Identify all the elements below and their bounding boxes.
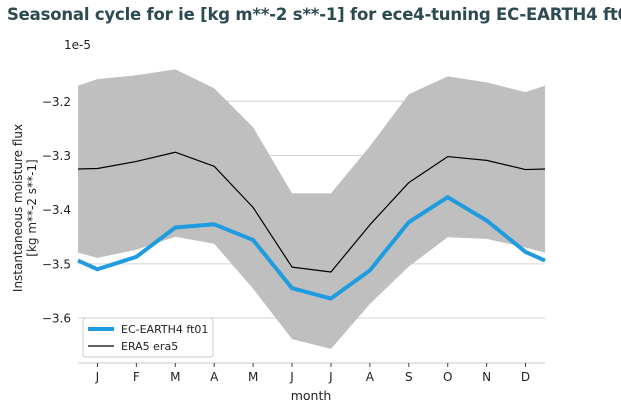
chart-title: Seasonal cycle for ie [kg m**-2 s**-1] f… bbox=[7, 5, 621, 24]
x-tick-label: J bbox=[95, 370, 100, 384]
y-tick-label: −3.4 bbox=[42, 203, 71, 217]
y-axis-label-line2: [kg m**-2 s**-1] bbox=[25, 159, 39, 256]
x-tick-label: J bbox=[289, 370, 294, 384]
y-tick-label: −3.3 bbox=[42, 149, 71, 163]
x-tick-label: A bbox=[210, 370, 219, 384]
series-line-ec-earth4 bbox=[77, 195, 546, 301]
x-tick-label: O bbox=[443, 370, 452, 384]
legend-box bbox=[82, 317, 214, 358]
range-band-layer bbox=[78, 69, 545, 349]
y-axis-label-line1: Instantaneous moisture flux bbox=[11, 124, 25, 292]
y-tick-label: −3.5 bbox=[42, 257, 71, 271]
legend-label-era5: ERA5 era5 bbox=[121, 340, 178, 353]
x-tick-label: F bbox=[133, 370, 140, 384]
legend: EC-EARTH4 ft01 ERA5 era5 bbox=[82, 317, 214, 358]
x-tick-label: M bbox=[248, 370, 258, 384]
legend-label-ec-earth4: EC-EARTH4 ft01 bbox=[121, 323, 208, 336]
series-layer bbox=[77, 151, 546, 301]
range-band bbox=[78, 69, 545, 349]
y-tick-label: −3.2 bbox=[42, 95, 71, 109]
x-tick-label: D bbox=[521, 370, 530, 384]
x-tick-label: N bbox=[482, 370, 491, 384]
x-tick-label: J bbox=[328, 370, 333, 384]
x-axis-label: month bbox=[291, 388, 332, 403]
y-tick-label: −3.6 bbox=[42, 312, 71, 326]
y-offset-label: 1e-5 bbox=[64, 38, 91, 52]
x-tick-label: A bbox=[366, 370, 375, 384]
axes: −3.2 −3.3 −3.4 −3.5 −3.6 J F M A M J J A S O N D bbox=[42, 95, 545, 384]
x-tick-label: M bbox=[170, 370, 180, 384]
x-tick-label: S bbox=[405, 370, 413, 384]
series-line-era5 bbox=[77, 151, 546, 273]
